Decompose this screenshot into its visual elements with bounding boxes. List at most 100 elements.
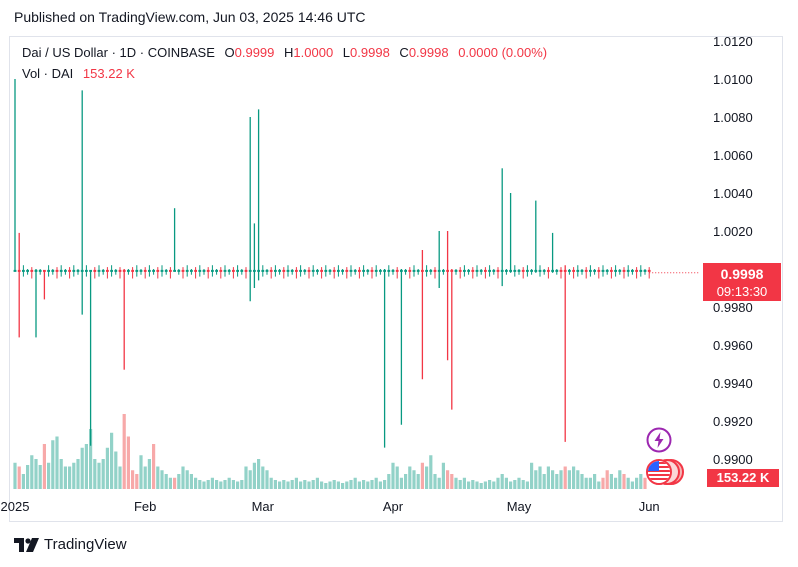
y-tick-label: 0.9980 — [713, 300, 753, 315]
volume-bar — [63, 466, 67, 489]
candle-body — [643, 269, 647, 272]
candle-body — [547, 269, 550, 272]
volume-bar — [89, 429, 93, 489]
candle-body — [223, 269, 227, 272]
volume-bar — [551, 470, 555, 489]
volume-bar — [475, 481, 479, 489]
volume-bar — [450, 474, 454, 489]
volume-bar — [76, 459, 80, 489]
candle-body — [425, 269, 428, 272]
volume-bar — [17, 466, 21, 489]
candle-body — [610, 269, 613, 272]
candle-body — [177, 269, 181, 272]
y-tick-label: 0.9940 — [713, 376, 753, 391]
volume-bar — [47, 462, 51, 489]
volume-bar — [114, 451, 118, 489]
candle-body — [198, 269, 202, 272]
volume-bar — [55, 436, 59, 489]
volume-bar — [185, 470, 189, 489]
volume-bar — [34, 459, 38, 489]
candle-body — [194, 269, 197, 272]
candle-body — [114, 269, 118, 272]
volume-bar — [412, 470, 416, 489]
open-label: O — [224, 45, 235, 60]
volume-label: Vol · DAI — [22, 66, 74, 81]
chart-frame[interactable] — [9, 36, 783, 522]
volume-bar — [429, 455, 433, 489]
volume-bar — [630, 481, 634, 489]
volume-bar — [479, 483, 483, 489]
candle-body — [379, 269, 382, 272]
volume-bar — [492, 481, 496, 489]
change-value: 0.0000 (0.00%) — [458, 45, 548, 60]
candle-body — [47, 269, 50, 272]
volume-bar — [261, 466, 265, 489]
volume-bar — [97, 462, 101, 489]
volume-bar — [177, 474, 181, 489]
candle-body — [328, 269, 332, 272]
volume-bar — [525, 481, 529, 489]
candle-body — [34, 269, 38, 272]
volume-bar — [194, 477, 198, 489]
x-tick-label: 2025 — [1, 499, 30, 514]
candle-body — [626, 269, 630, 272]
candle-body — [412, 269, 416, 272]
close-label: C — [399, 45, 409, 60]
volume-bar — [462, 477, 466, 489]
candle-body — [639, 269, 643, 272]
candle-body — [538, 269, 542, 272]
volume-bar — [433, 474, 437, 489]
candle-body — [416, 269, 420, 272]
volume-bar — [509, 481, 513, 489]
candle-body — [366, 269, 370, 272]
volume-bar — [580, 474, 584, 489]
candle-body — [80, 269, 84, 272]
us-flag-icon[interactable] — [643, 458, 685, 486]
candle-body — [286, 269, 290, 272]
volume-bar — [357, 481, 361, 489]
volume-bar — [273, 480, 277, 489]
volume-bar — [437, 477, 441, 489]
candle-body — [467, 269, 470, 272]
candle-body — [605, 269, 609, 272]
volume-bar — [164, 474, 168, 489]
candle-body — [274, 269, 277, 272]
candle-body — [38, 269, 42, 272]
volume-bar — [576, 470, 580, 489]
candle-body — [232, 269, 235, 272]
candle-body — [43, 269, 46, 272]
volume-bar — [584, 477, 588, 489]
volume-bar — [311, 480, 315, 489]
open-value: 0.9999 — [234, 45, 275, 60]
volume-bar — [542, 474, 546, 489]
y-tick-label: 0.9960 — [713, 338, 753, 353]
volume-bar — [269, 477, 273, 489]
volume-bar — [307, 481, 311, 489]
candle-body — [551, 269, 554, 272]
candle-body — [219, 269, 223, 272]
candle-body — [211, 269, 214, 272]
volume-bar — [118, 466, 122, 489]
volume-bar — [93, 459, 97, 489]
candle-body — [521, 269, 525, 272]
volume-bar — [299, 481, 303, 489]
candle-body — [13, 269, 17, 272]
candle-body — [635, 269, 638, 272]
candle-body — [76, 269, 80, 272]
volume-bar — [588, 477, 592, 489]
volume-bar — [303, 480, 307, 489]
volume-bar — [513, 480, 517, 489]
candle-body — [488, 269, 491, 272]
volume-bar — [13, 462, 17, 489]
candle-body — [215, 269, 218, 272]
volume-bar — [152, 444, 156, 489]
volume-bar — [143, 466, 147, 489]
candle-body — [631, 269, 634, 272]
candle-body — [450, 269, 454, 272]
last-price-tag: 0.9998 09:13:30 — [703, 263, 781, 301]
volume-bar — [160, 470, 164, 489]
candle-body — [278, 269, 281, 272]
flash-icon[interactable] — [646, 427, 672, 453]
tradingview-logo[interactable]: TradingView — [14, 536, 127, 553]
